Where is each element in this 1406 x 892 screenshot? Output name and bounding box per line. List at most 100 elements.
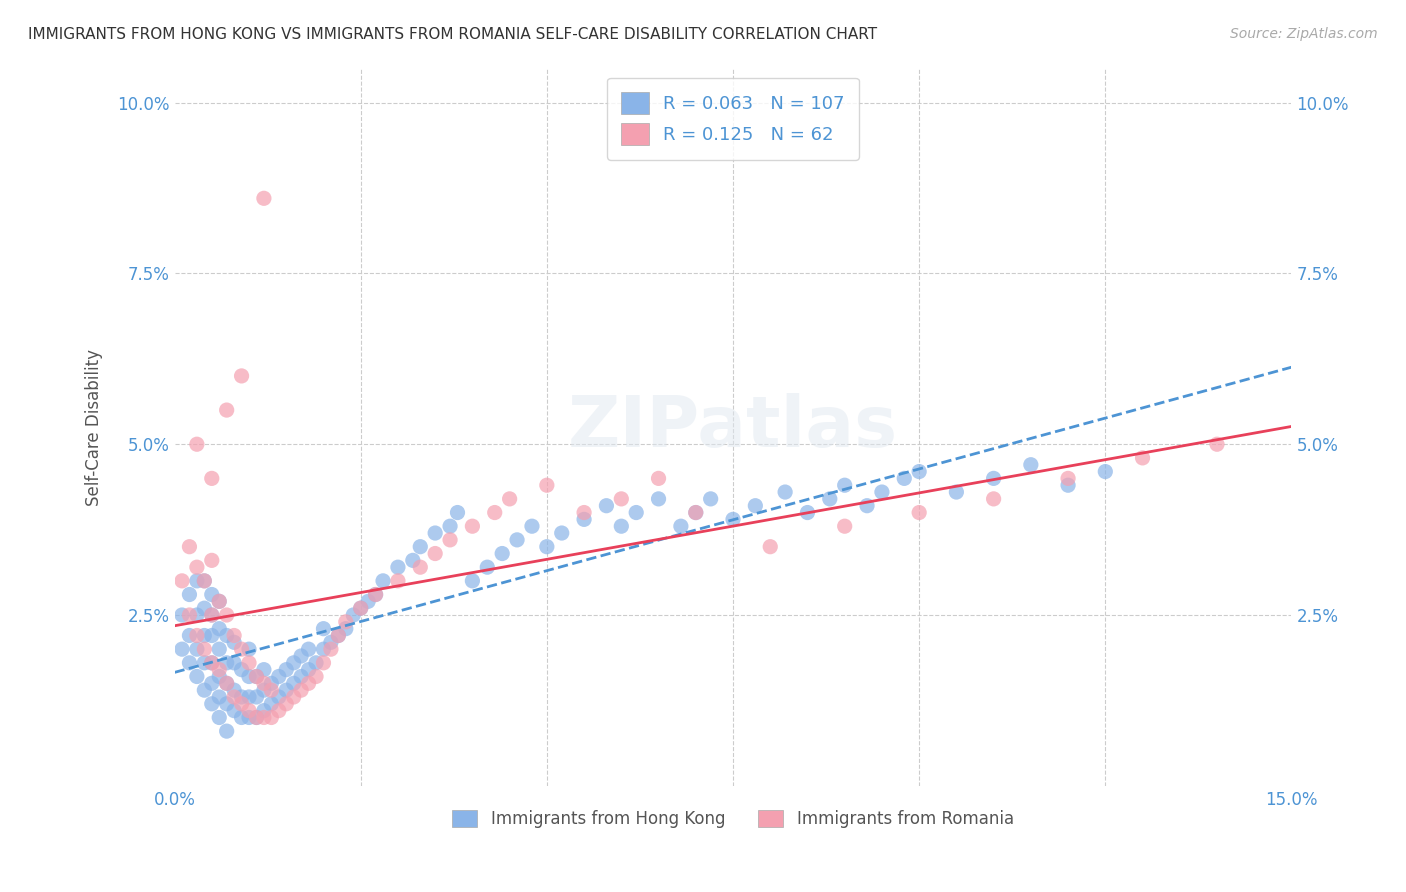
Point — [224, 628, 246, 642]
Point — [245, 669, 267, 683]
Point — [267, 669, 290, 683]
Point — [319, 642, 342, 657]
Point — [179, 628, 201, 642]
Point — [669, 519, 692, 533]
Point — [186, 628, 208, 642]
Point — [409, 540, 432, 554]
Point — [201, 628, 224, 642]
Point — [1132, 450, 1154, 465]
Point — [186, 560, 208, 574]
Point — [276, 663, 298, 677]
Point — [201, 587, 224, 601]
Point — [260, 710, 283, 724]
Point — [297, 663, 319, 677]
Point — [721, 512, 744, 526]
Point — [834, 478, 856, 492]
Legend: Immigrants from Hong Kong, Immigrants from Romania: Immigrants from Hong Kong, Immigrants fr… — [446, 804, 1021, 835]
Point — [520, 519, 543, 533]
Point — [773, 485, 796, 500]
Point — [283, 676, 305, 690]
Point — [572, 512, 595, 526]
Point — [238, 642, 260, 657]
Point — [461, 519, 484, 533]
Point — [908, 465, 931, 479]
Point — [231, 710, 253, 724]
Point — [208, 622, 231, 636]
Point — [193, 642, 215, 657]
Point — [1206, 437, 1229, 451]
Point — [238, 656, 260, 670]
Point — [371, 574, 394, 588]
Point — [231, 663, 253, 677]
Point — [1057, 478, 1080, 492]
Point — [328, 628, 350, 642]
Point — [267, 690, 290, 704]
Y-axis label: Self-Care Disability: Self-Care Disability — [86, 349, 103, 506]
Point — [647, 471, 669, 485]
Point — [350, 601, 373, 615]
Point — [276, 697, 298, 711]
Point — [425, 547, 447, 561]
Point — [610, 491, 633, 506]
Point — [245, 710, 267, 724]
Point — [201, 656, 224, 670]
Point — [238, 690, 260, 704]
Point — [208, 642, 231, 657]
Point — [245, 690, 267, 704]
Point — [208, 594, 231, 608]
Point — [201, 553, 224, 567]
Point — [186, 437, 208, 451]
Point — [208, 594, 231, 608]
Point — [283, 656, 305, 670]
Point — [253, 191, 276, 205]
Point — [215, 628, 238, 642]
Point — [759, 540, 782, 554]
Point — [260, 683, 283, 698]
Point — [179, 587, 201, 601]
Point — [536, 478, 558, 492]
Point — [342, 607, 364, 622]
Point — [290, 683, 312, 698]
Point — [685, 506, 707, 520]
Point — [224, 656, 246, 670]
Point — [224, 635, 246, 649]
Point — [245, 710, 267, 724]
Point — [572, 506, 595, 520]
Point — [312, 642, 335, 657]
Point — [335, 615, 357, 629]
Point — [536, 540, 558, 554]
Point — [215, 724, 238, 739]
Point — [945, 485, 967, 500]
Point — [215, 697, 238, 711]
Point — [425, 526, 447, 541]
Point — [253, 710, 276, 724]
Point — [193, 574, 215, 588]
Point — [170, 574, 193, 588]
Point — [231, 368, 253, 383]
Point — [290, 669, 312, 683]
Point — [186, 607, 208, 622]
Point — [357, 594, 380, 608]
Point — [231, 697, 253, 711]
Point — [551, 526, 574, 541]
Point — [439, 519, 461, 533]
Point — [328, 628, 350, 642]
Point — [215, 676, 238, 690]
Point — [267, 704, 290, 718]
Text: IMMIGRANTS FROM HONG KONG VS IMMIGRANTS FROM ROMANIA SELF-CARE DISABILITY CORREL: IMMIGRANTS FROM HONG KONG VS IMMIGRANTS … — [28, 27, 877, 42]
Point — [208, 669, 231, 683]
Point — [201, 607, 224, 622]
Point — [260, 697, 283, 711]
Point — [461, 574, 484, 588]
Point — [283, 690, 305, 704]
Point — [208, 690, 231, 704]
Point — [477, 560, 499, 574]
Point — [908, 506, 931, 520]
Point — [224, 690, 246, 704]
Point — [387, 560, 409, 574]
Point — [439, 533, 461, 547]
Point — [260, 676, 283, 690]
Point — [290, 648, 312, 663]
Text: Source: ZipAtlas.com: Source: ZipAtlas.com — [1230, 27, 1378, 41]
Point — [319, 635, 342, 649]
